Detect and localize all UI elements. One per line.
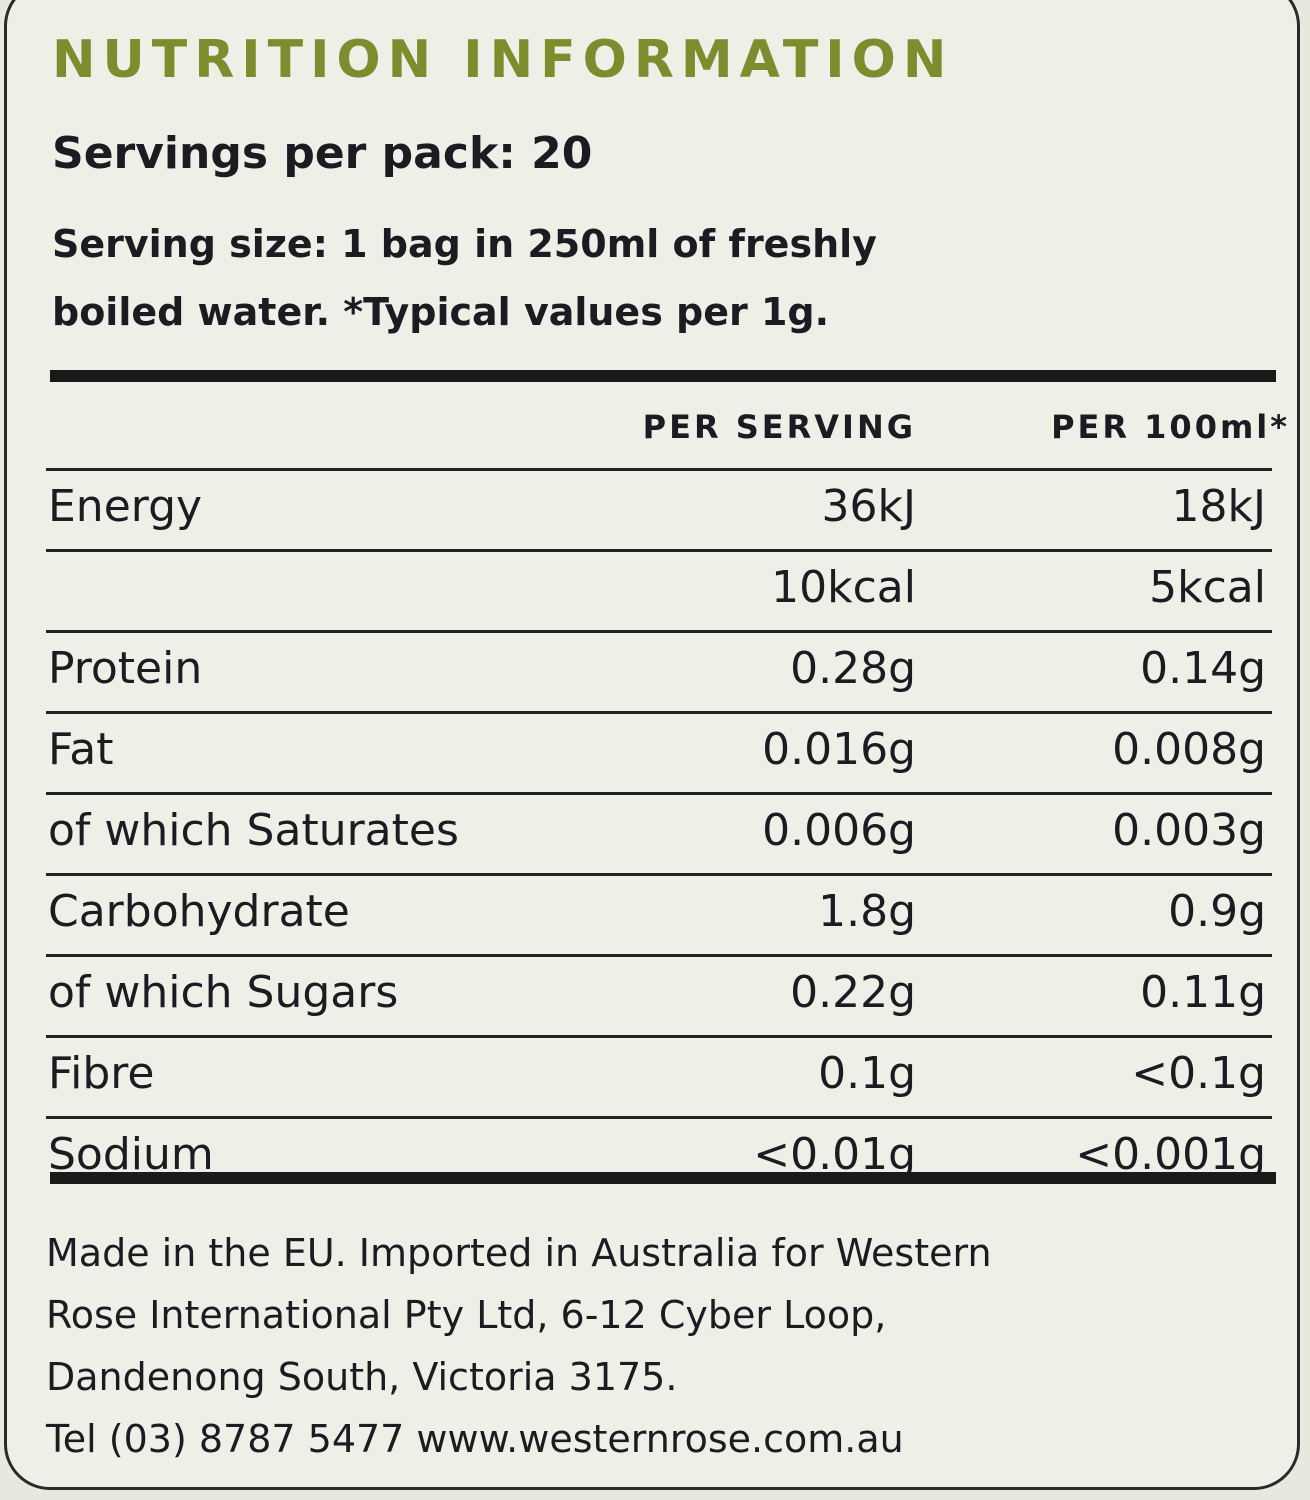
per-serving-value: 36kJ <box>821 481 916 532</box>
per-100ml-value: 0.9g <box>1168 886 1266 937</box>
table-row: Sodium <0.01g <0.001g <box>46 1116 1272 1197</box>
divider-bottom <box>50 1172 1276 1184</box>
row-label: Protein <box>48 643 203 694</box>
row-label: of which Saturates <box>48 805 459 856</box>
per-100ml-value: 5kcal <box>1149 562 1266 613</box>
footer-line: Dandenong South, Victoria 3175. <box>46 1355 678 1399</box>
footer-line: Tel (03) 8787 5477 www.westernrose.com.a… <box>46 1417 904 1461</box>
per-serving-value: 0.1g <box>818 1048 916 1099</box>
nutrition-label-panel <box>4 0 1300 1490</box>
per-serving-value: 0.28g <box>790 643 916 694</box>
per-100ml-value: 18kJ <box>1171 481 1266 532</box>
per-100ml-value: <0.1g <box>1131 1048 1266 1099</box>
per-100ml-value: <0.001g <box>1075 1129 1266 1180</box>
nutrition-table: Energy 36kJ 18kJ 10kcal 5kcal Protein 0.28g 0… <box>46 468 1272 1197</box>
table-row: of which Saturates 0.006g 0.003g <box>46 792 1272 873</box>
column-header-per-100ml: PER 100ml* <box>1051 408 1290 446</box>
per-serving-value: 0.22g <box>790 967 916 1018</box>
per-serving-value: 0.006g <box>762 805 916 856</box>
row-label: Fibre <box>48 1048 155 1099</box>
divider-top <box>50 370 1276 382</box>
per-100ml-value: 0.003g <box>1112 805 1266 856</box>
label-title: NUTRITION INFORMATION <box>52 30 954 90</box>
per-100ml-value: 0.008g <box>1112 724 1266 775</box>
table-row: Fat 0.016g 0.008g <box>46 711 1272 792</box>
per-serving-value: 10kcal <box>771 562 916 613</box>
servings-per-pack: Servings per pack: 20 <box>52 128 593 179</box>
per-100ml-value: 0.11g <box>1140 967 1266 1018</box>
importer-info: Made in the EU. Imported in Australia fo… <box>46 1222 1286 1470</box>
table-row: Carbohydrate 1.8g 0.9g <box>46 873 1272 954</box>
per-100ml-value: 0.14g <box>1140 643 1266 694</box>
table-row: of which Sugars 0.22g 0.11g <box>46 954 1272 1035</box>
row-label: Sodium <box>48 1129 214 1180</box>
row-label: Carbohydrate <box>48 886 350 937</box>
per-serving-value: 0.016g <box>762 724 916 775</box>
column-header-per-serving: PER SERVING <box>642 408 916 446</box>
serving-size: Serving size: 1 bag in 250ml of freshly … <box>52 210 1252 346</box>
row-label: of which Sugars <box>48 967 399 1018</box>
row-label: Fat <box>48 724 114 775</box>
table-row: Protein 0.28g 0.14g <box>46 630 1272 711</box>
table-row: Energy 36kJ 18kJ <box>46 468 1272 549</box>
row-label: Energy <box>48 481 203 532</box>
serving-size-line: boiled water. *Typical values per 1g. <box>52 290 830 334</box>
footer-line: Rose International Pty Ltd, 6-12 Cyber L… <box>46 1293 887 1337</box>
per-serving-value: <0.01g <box>753 1129 916 1180</box>
per-serving-value: 1.8g <box>818 886 916 937</box>
serving-size-line: Serving size: 1 bag in 250ml of freshly <box>52 222 877 266</box>
table-row: Fibre 0.1g <0.1g <box>46 1035 1272 1116</box>
footer-line: Made in the EU. Imported in Australia fo… <box>46 1231 992 1275</box>
table-row: 10kcal 5kcal <box>46 549 1272 630</box>
